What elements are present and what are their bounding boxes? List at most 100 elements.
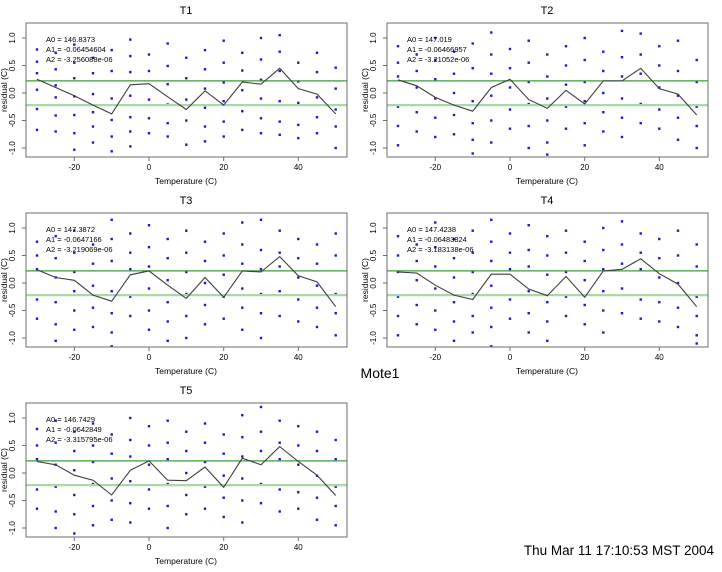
data-point <box>129 502 132 505</box>
y-tick-label: 1.0 <box>8 32 17 44</box>
data-point <box>241 414 244 417</box>
data-point <box>185 98 188 101</box>
fit-line <box>36 67 337 115</box>
data-point <box>415 279 418 282</box>
y-tick-label: -0.5 <box>8 303 17 317</box>
data-point <box>91 325 95 329</box>
data-point <box>695 124 698 128</box>
data-point <box>527 312 530 315</box>
data-point <box>676 281 680 285</box>
data-point <box>110 135 113 138</box>
data-point <box>315 430 319 433</box>
data-point <box>334 485 337 488</box>
data-point <box>166 64 169 68</box>
figure-title: Mote1 <box>360 365 400 381</box>
data-point <box>35 458 39 461</box>
x-tick-label: 20 <box>580 163 589 172</box>
data-point <box>527 331 530 334</box>
data-point <box>54 51 57 54</box>
data-point <box>508 298 512 301</box>
data-point <box>334 108 337 111</box>
data-point <box>315 496 319 499</box>
data-point <box>35 254 39 257</box>
fit-annotation: A1 = -0.0647166 <box>46 235 102 244</box>
data-point <box>434 309 437 312</box>
data-point <box>54 257 57 260</box>
data-point <box>334 146 337 150</box>
data-point <box>54 526 57 530</box>
data-point <box>620 262 624 265</box>
data-point <box>91 422 95 425</box>
data-point <box>222 39 225 42</box>
data-point <box>546 320 549 323</box>
data-point <box>334 125 337 128</box>
data-point <box>110 218 113 221</box>
x-tick-label: -20 <box>69 163 81 172</box>
data-point <box>620 243 624 246</box>
data-point <box>452 237 456 241</box>
data-point <box>147 53 151 56</box>
data-point <box>434 328 437 331</box>
data-point <box>471 331 474 334</box>
data-point <box>185 471 188 475</box>
data-point <box>602 331 605 334</box>
data-point <box>73 449 76 453</box>
fit-annotation: A0 = 147.3872 <box>46 225 95 234</box>
data-point <box>658 108 661 111</box>
data-point <box>620 220 624 223</box>
data-point <box>315 132 319 135</box>
data-point <box>166 339 169 342</box>
data-point <box>434 135 437 139</box>
data-point <box>490 345 493 348</box>
data-point <box>434 97 437 100</box>
data-point <box>222 61 225 64</box>
data-point <box>546 97 549 100</box>
data-point <box>452 91 456 95</box>
data-point <box>91 444 95 447</box>
data-point <box>185 270 188 274</box>
data-point <box>546 53 549 56</box>
data-point <box>508 86 512 89</box>
data-point <box>278 510 281 513</box>
data-point <box>203 48 207 52</box>
data-point <box>396 295 400 298</box>
data-point <box>490 325 493 329</box>
data-point <box>35 507 39 510</box>
subplot-t4: -20 0 20 40 -1.0 -0.5 0.0 0.5 1.0 T4 Temperature (… <box>360 190 722 380</box>
data-point <box>222 273 225 276</box>
data-point <box>658 276 661 279</box>
data-point <box>166 135 169 138</box>
y-tick-label: 1.0 <box>369 222 378 234</box>
data-point <box>203 485 207 488</box>
x-tick-label: 20 <box>219 543 228 552</box>
data-point <box>91 92 95 96</box>
data-point <box>129 38 132 41</box>
data-point <box>166 122 169 125</box>
data-point <box>278 314 281 318</box>
data-point <box>166 441 169 444</box>
data-point <box>54 68 57 71</box>
data-point <box>297 276 300 279</box>
fit-annotation: A1 = -0.06454604 <box>46 45 106 54</box>
data-point <box>147 425 151 428</box>
data-point <box>564 105 568 108</box>
data-point <box>278 441 281 444</box>
fit-line <box>397 67 698 116</box>
data-point <box>54 485 57 488</box>
data-point <box>471 67 474 70</box>
data-point <box>278 100 281 103</box>
data-point <box>297 237 300 241</box>
data-point <box>166 301 169 304</box>
data-point <box>185 449 188 453</box>
data-point <box>527 80 530 84</box>
data-point <box>490 240 493 243</box>
data-point <box>527 248 530 252</box>
y-tick-label: 0.5 <box>8 439 17 451</box>
data-point <box>415 86 418 89</box>
y-axis-label: residual (C) <box>0 68 9 112</box>
fit-annotation: A2 = -3.256088e-06 <box>46 55 113 64</box>
data-point <box>129 314 132 318</box>
data-point <box>35 107 39 111</box>
data-point <box>222 317 225 320</box>
data-point <box>185 143 188 146</box>
